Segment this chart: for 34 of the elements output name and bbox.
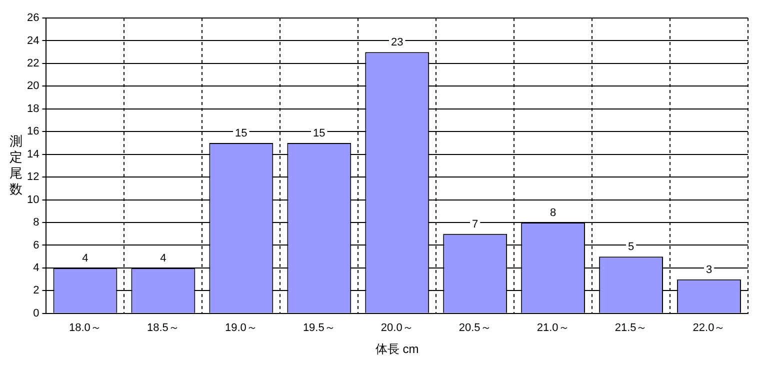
data-label: 7	[472, 218, 478, 230]
y-axis-title: 測定尾数	[10, 133, 22, 196]
y-tick-label: 10	[26, 194, 40, 206]
x-tick-label: 18.0～	[69, 322, 102, 334]
y-tick-label: 22	[26, 57, 40, 70]
x-tick-label: 21.5～	[614, 322, 648, 334]
y-tick-label: 26	[26, 12, 40, 24]
x-axis-title: 体長 cm	[375, 342, 419, 356]
y-tick-label: 16	[26, 126, 40, 138]
y-tick-label: 24	[26, 34, 40, 47]
data-label: 8	[550, 207, 556, 220]
data-label: 4	[82, 252, 88, 264]
data-label: 15	[313, 128, 326, 140]
x-tick-label: 19.5～	[302, 322, 336, 334]
x-tick-label: 21.0～	[536, 322, 570, 334]
y-tick-label: 14	[26, 148, 40, 160]
data-label: 23	[390, 36, 404, 49]
x-tick-label: 20.0～	[380, 322, 414, 334]
y-tick-label: 20	[26, 80, 40, 92]
x-tick-label: 20.5～	[458, 322, 492, 334]
y-tick-label: 6	[33, 239, 40, 252]
y-tick-label: 18	[26, 102, 40, 115]
y-tick-label: 2	[33, 284, 40, 297]
y-tick-label: 4	[33, 262, 40, 274]
y-tick-label: 0	[33, 307, 40, 320]
x-tick-label: 19.0～	[224, 322, 258, 334]
data-label: 5	[628, 241, 634, 254]
data-label: 15	[235, 128, 248, 140]
x-tick-label: 18.5～	[146, 322, 180, 334]
y-tick-label: 8	[33, 216, 40, 229]
y-tick-label: 12	[26, 171, 40, 184]
x-tick-label: 22.0～	[692, 322, 726, 334]
data-label: 4	[160, 252, 166, 264]
data-label: 3	[706, 264, 712, 276]
